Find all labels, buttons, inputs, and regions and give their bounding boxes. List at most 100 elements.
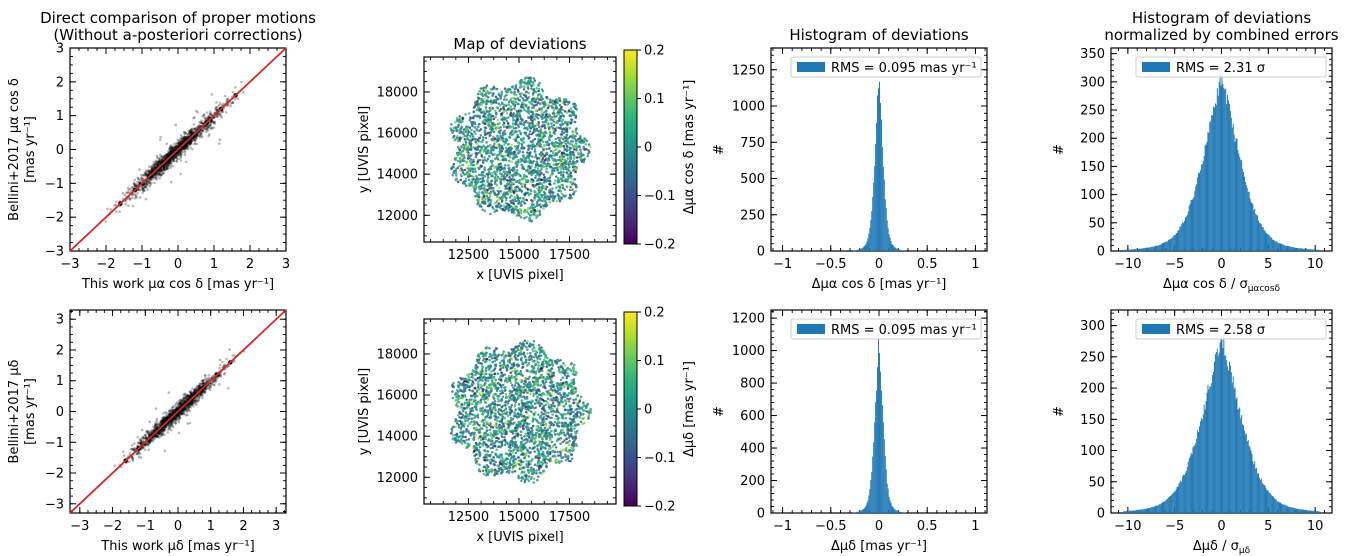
map-point bbox=[512, 100, 515, 103]
scatter-point bbox=[186, 144, 190, 147]
histogram-bar bbox=[1219, 70, 1221, 251]
map-point bbox=[521, 101, 524, 104]
map-point bbox=[535, 86, 539, 90]
map-point bbox=[470, 128, 473, 132]
scatter-point bbox=[201, 128, 205, 132]
histogram-bar bbox=[1313, 249, 1315, 251]
scatter-point bbox=[174, 145, 178, 149]
scatter-point bbox=[175, 159, 178, 163]
histogram-bar bbox=[864, 245, 866, 251]
scatter-point bbox=[178, 153, 182, 156]
scatter-point bbox=[148, 181, 151, 184]
map-point bbox=[475, 108, 479, 112]
map-point bbox=[529, 190, 533, 193]
scatter-point bbox=[159, 157, 162, 160]
scatter-point bbox=[193, 127, 197, 131]
histogram-bar bbox=[899, 249, 901, 251]
map-point bbox=[530, 177, 533, 181]
histogram-bar bbox=[1234, 141, 1236, 251]
map-point bbox=[564, 139, 567, 143]
scatter-point bbox=[171, 159, 174, 163]
scatter-point bbox=[187, 129, 190, 133]
scatter-point bbox=[167, 164, 170, 167]
map-point bbox=[498, 186, 501, 190]
scatter-point bbox=[156, 169, 160, 173]
map-point bbox=[476, 160, 480, 163]
map-point bbox=[523, 127, 526, 130]
scatter-point bbox=[173, 153, 177, 157]
scatter-point bbox=[178, 143, 182, 147]
y-axis-label: [mas yr⁻¹] bbox=[23, 116, 38, 183]
x-tick-label: 0 bbox=[174, 519, 182, 534]
scatter-point bbox=[170, 144, 173, 148]
colorbar-tick-label: 0.1 bbox=[644, 92, 665, 107]
scatter-point bbox=[212, 121, 216, 125]
map-point bbox=[556, 136, 560, 140]
scatter-point bbox=[183, 138, 187, 142]
map-point bbox=[485, 141, 488, 144]
scatter-point bbox=[143, 171, 147, 174]
scatter-point bbox=[149, 171, 153, 174]
histogram-bar bbox=[1170, 238, 1172, 251]
scatter-point bbox=[207, 125, 210, 129]
scatter-point bbox=[133, 196, 136, 200]
scatter-point bbox=[215, 108, 218, 111]
scatter-point bbox=[176, 138, 180, 142]
map-point bbox=[495, 170, 499, 173]
map-point bbox=[456, 180, 460, 183]
map-point bbox=[539, 199, 542, 202]
histogram-bar bbox=[1129, 249, 1131, 251]
map-point bbox=[492, 207, 495, 210]
map-point bbox=[557, 150, 561, 153]
map-point bbox=[481, 171, 485, 174]
y-axis-label: # bbox=[1052, 144, 1067, 155]
histogram-bar bbox=[1159, 244, 1161, 251]
scatter-point bbox=[182, 136, 185, 140]
map-point bbox=[497, 198, 500, 202]
scatter-point bbox=[190, 147, 194, 151]
map-point bbox=[504, 158, 507, 161]
scatter-point bbox=[174, 154, 178, 158]
map-point bbox=[579, 151, 583, 154]
scatter-point bbox=[168, 148, 172, 152]
histogram-bar bbox=[1271, 237, 1273, 251]
histogram-bar bbox=[1258, 220, 1259, 251]
histogram-bar bbox=[1216, 88, 1218, 251]
map-point bbox=[575, 149, 578, 152]
scatter-point bbox=[153, 166, 157, 170]
map-point bbox=[536, 97, 539, 100]
histogram-bar bbox=[1226, 104, 1228, 251]
map-point bbox=[520, 146, 523, 150]
scatter-point bbox=[162, 166, 166, 170]
scatter-point bbox=[154, 175, 157, 178]
map-point bbox=[528, 133, 531, 136]
map-point bbox=[519, 117, 523, 120]
scatter-point bbox=[210, 113, 213, 117]
map-point bbox=[488, 151, 492, 155]
scatter-point bbox=[158, 168, 162, 172]
map-point bbox=[520, 122, 524, 125]
map-point bbox=[586, 154, 590, 158]
histogram-bar bbox=[1308, 249, 1310, 251]
histogram-bar bbox=[1296, 247, 1298, 251]
histogram-bar bbox=[1256, 214, 1258, 251]
map-point bbox=[524, 210, 527, 214]
map-point bbox=[531, 155, 534, 158]
map-point bbox=[554, 175, 558, 178]
scatter-point bbox=[142, 189, 145, 192]
map-point bbox=[511, 122, 515, 125]
histogram-bar bbox=[1276, 241, 1278, 251]
map-point bbox=[497, 163, 500, 166]
scatter-point bbox=[140, 176, 143, 180]
scatter-point bbox=[179, 142, 183, 145]
scatter-point bbox=[166, 153, 169, 156]
histogram-bar bbox=[1250, 201, 1252, 251]
scatter-point bbox=[185, 142, 188, 146]
scatter-point bbox=[198, 123, 201, 127]
one-to-one-line bbox=[69, 47, 287, 252]
map-point bbox=[531, 131, 535, 135]
scatter-point bbox=[231, 101, 234, 104]
map-point bbox=[575, 142, 578, 145]
map-point bbox=[560, 136, 563, 139]
map-point bbox=[452, 126, 456, 129]
